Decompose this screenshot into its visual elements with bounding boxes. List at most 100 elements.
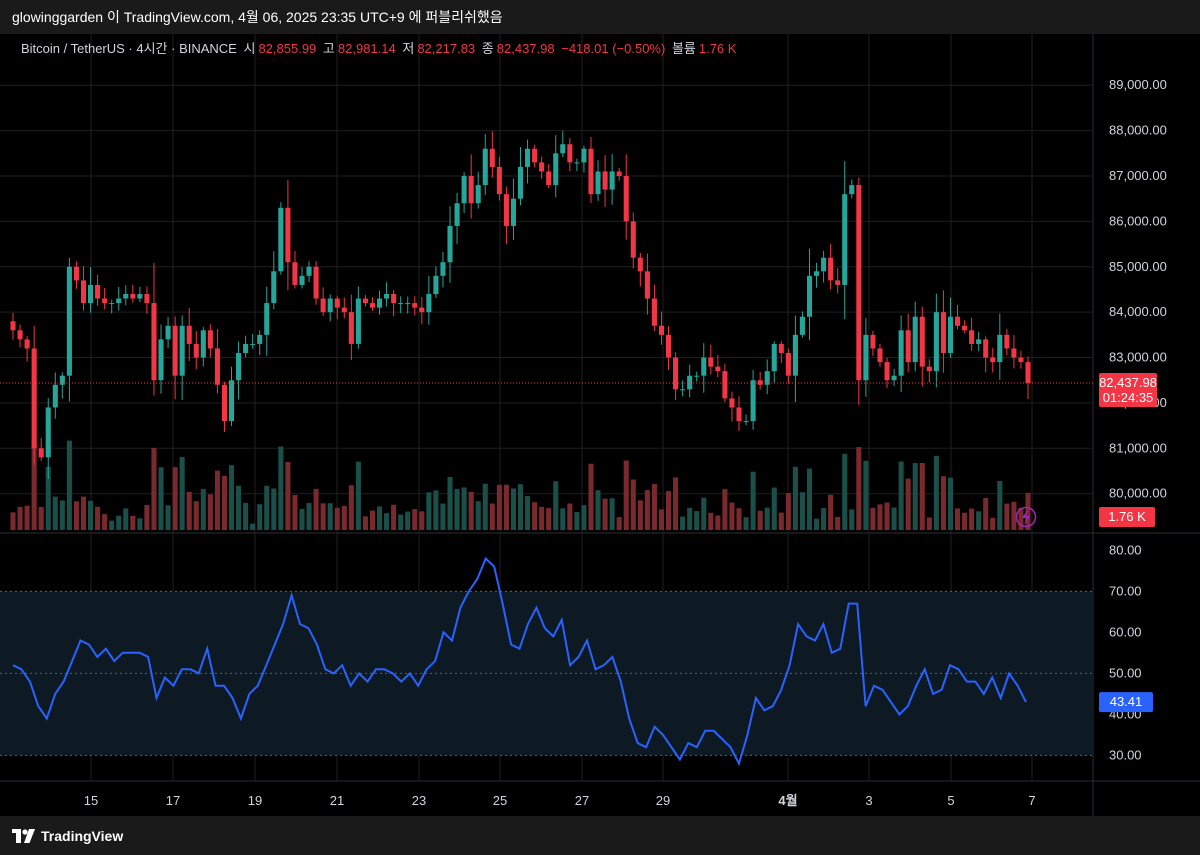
candle-body <box>532 148 538 163</box>
candle-body <box>574 162 580 164</box>
candle-body <box>123 294 129 299</box>
candle-body <box>447 225 453 263</box>
candle-body <box>722 371 728 399</box>
candle-body <box>412 303 418 308</box>
candle-body <box>517 166 524 199</box>
time-axis[interactable]: 15 17 19 21 23 25 27 29 4월 3 5 7 <box>84 793 1036 808</box>
candle-body <box>1025 362 1031 384</box>
volume-bar <box>532 502 538 530</box>
candle-body <box>102 298 108 304</box>
candle-body <box>193 343 199 358</box>
volume-bar <box>362 516 368 530</box>
candle-body <box>771 343 777 372</box>
candle-body <box>405 303 411 305</box>
candle-body <box>877 348 883 363</box>
candle-body <box>186 325 192 344</box>
rsi-value-label: 43.41 <box>1110 694 1143 709</box>
candle-body <box>278 207 284 272</box>
volume-bar <box>369 510 376 530</box>
volume-bar <box>962 512 968 530</box>
candle-body <box>144 294 150 304</box>
volume-bar <box>278 446 284 530</box>
volume-bar <box>567 503 573 530</box>
volume-bar <box>45 466 51 530</box>
volume-bar <box>285 461 291 530</box>
candle-body <box>602 171 608 190</box>
volume-bar <box>771 487 777 530</box>
publish-caption: glowinggarden 이 TradingView.com, 4월 06, … <box>12 9 503 25</box>
open-value: 82,855.99 <box>258 41 317 56</box>
tradingview-logo[interactable]: TradingView <box>12 827 123 845</box>
volume-bar <box>665 491 672 530</box>
volume-bar <box>743 517 749 530</box>
volume-bar <box>912 463 918 530</box>
volume-bar <box>151 447 157 530</box>
candle-body <box>228 380 235 422</box>
volume-bar <box>144 504 150 530</box>
time-tick-label: 4월 <box>778 793 797 808</box>
volume-bar <box>510 488 516 530</box>
volume-bar <box>976 511 982 530</box>
countdown-label: 01:24:35 <box>1103 390 1154 405</box>
volume-bar <box>193 501 199 530</box>
candle-body <box>595 171 601 195</box>
time-tick-label: 21 <box>330 793 344 808</box>
candle-body <box>1004 334 1010 349</box>
candle-body <box>482 148 488 186</box>
time-tick-label: 5 <box>947 793 954 808</box>
rsi-tick-label: 70.00 <box>1109 583 1142 598</box>
candle-body <box>926 366 932 372</box>
candle-body <box>644 271 650 299</box>
candle-body <box>750 380 756 422</box>
volume-bar <box>482 483 488 530</box>
volume-bar <box>38 507 44 530</box>
candle-body <box>348 312 354 344</box>
volume-bar <box>673 477 679 530</box>
candle-body <box>475 185 481 204</box>
volume-bar <box>52 496 58 530</box>
volume-bar <box>31 443 37 530</box>
candle-body <box>637 257 643 272</box>
candle-body <box>651 298 657 326</box>
volume-bar <box>736 508 742 530</box>
volume-bar <box>842 453 848 530</box>
candle-body <box>419 307 425 313</box>
volume-bar <box>59 500 65 530</box>
volume-bar <box>651 484 657 530</box>
publish-caption-bar: glowinggarden 이 TradingView.com, 4월 06, … <box>0 0 1200 34</box>
volume-bar <box>243 502 249 530</box>
candle-body <box>828 257 834 281</box>
rsi-tick-label: 30.00 <box>1109 747 1142 762</box>
price-tick-label: 83,000.00 <box>1109 350 1167 365</box>
candle-body <box>313 266 319 299</box>
volume-bar <box>969 508 975 530</box>
volume-label: 볼륨 <box>671 41 696 56</box>
volume-tag-label: 1.76 K <box>1108 509 1146 524</box>
volume-bar <box>327 503 333 530</box>
candle-body <box>214 348 220 385</box>
candle-body <box>743 421 749 423</box>
candle-body <box>553 153 559 186</box>
volume-bar <box>525 496 531 530</box>
rsi-tick-label: 80.00 <box>1109 542 1142 557</box>
symbol-name[interactable]: Bitcoin / TetherUS · 4시간 · BINANCE <box>21 41 237 56</box>
candle-body <box>503 194 509 226</box>
candle-body <box>264 303 270 335</box>
volume-bar <box>264 485 270 530</box>
volume-bar <box>299 509 305 530</box>
close-label: 종 <box>481 41 494 56</box>
rsi-tick-label: 60.00 <box>1109 624 1142 639</box>
candle-body <box>207 330 213 349</box>
candle-body <box>158 339 164 381</box>
candle-body <box>362 298 368 304</box>
candle-body <box>250 343 256 345</box>
volume-bar <box>764 507 770 530</box>
chart-svg[interactable]: 80,000.0081,000.0082,000.0083,000.0084,0… <box>0 34 1200 816</box>
close-value: 82,437.98 <box>496 41 555 56</box>
candle-body <box>17 330 23 340</box>
candle-body <box>391 294 397 304</box>
volume-bar <box>257 504 263 530</box>
volume-bar <box>870 507 876 530</box>
price-axis[interactable]: 80,000.0081,000.0082,000.0083,000.0084,0… <box>1109 77 1167 762</box>
